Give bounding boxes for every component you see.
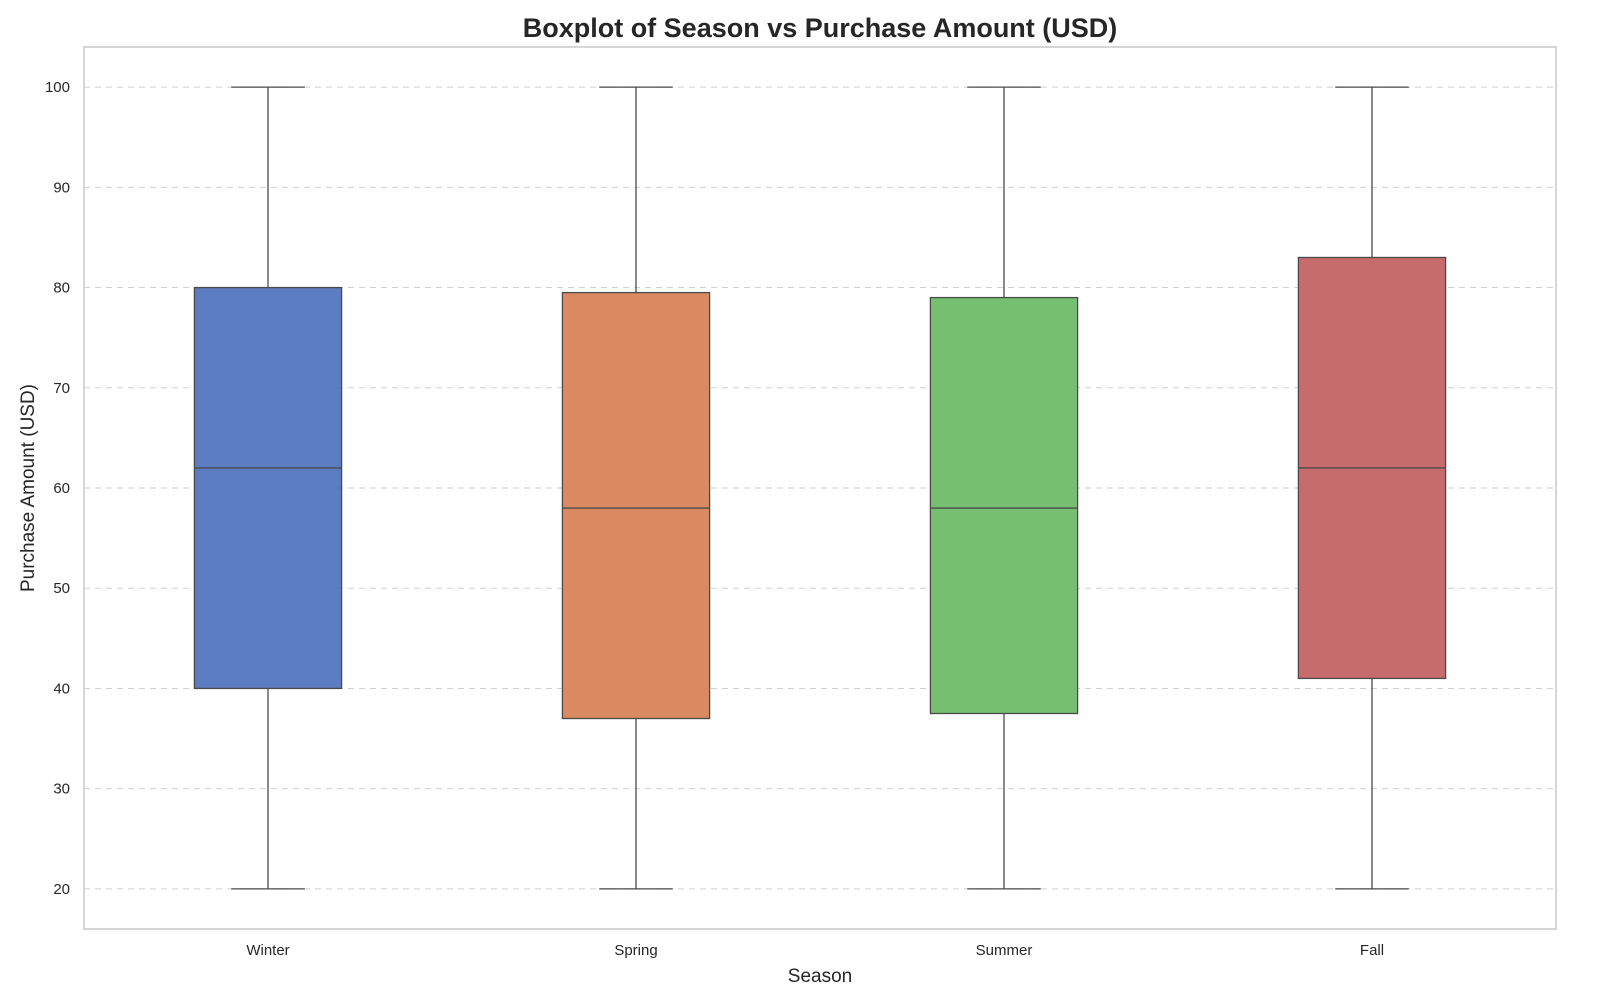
plot-frame	[83, 46, 1557, 930]
box-layer	[193, 86, 1447, 890]
y-tick-label-80: 80	[53, 280, 70, 297]
box-group-fall	[1297, 86, 1447, 890]
y-tick-label-100: 100	[45, 79, 70, 96]
y-tick-label-60: 60	[53, 480, 70, 497]
box-summer	[929, 296, 1079, 715]
chart-title: Boxplot of Season vs Purchase Amount (US…	[523, 13, 1118, 43]
y-tick-label-20: 20	[53, 881, 70, 898]
x-tick-labels: Winter Spring Summer Fall	[246, 942, 1384, 959]
y-tick-label-90: 90	[53, 179, 70, 196]
y-tick-label-40: 40	[53, 680, 70, 697]
box-group-spring	[561, 86, 711, 890]
box-spring	[561, 291, 711, 720]
x-axis-label: Season	[788, 966, 852, 987]
y-tick-labels: 20 30 40 50 60 70 80 90 100	[45, 79, 70, 898]
y-tick-label-50: 50	[53, 580, 70, 597]
box-winter	[193, 286, 343, 690]
y-tick-label-30: 30	[53, 781, 70, 798]
x-tick-label-summer: Summer	[976, 942, 1033, 959]
box-group-winter	[193, 86, 343, 890]
y-axis-label: Purchase Amount (USD)	[18, 384, 39, 592]
x-tick-label-spring: Spring	[614, 942, 657, 959]
x-tick-label-winter: Winter	[246, 942, 289, 959]
box-group-summer	[929, 86, 1079, 890]
y-tick-label-70: 70	[53, 380, 70, 397]
x-tick-label-fall: Fall	[1360, 942, 1384, 959]
